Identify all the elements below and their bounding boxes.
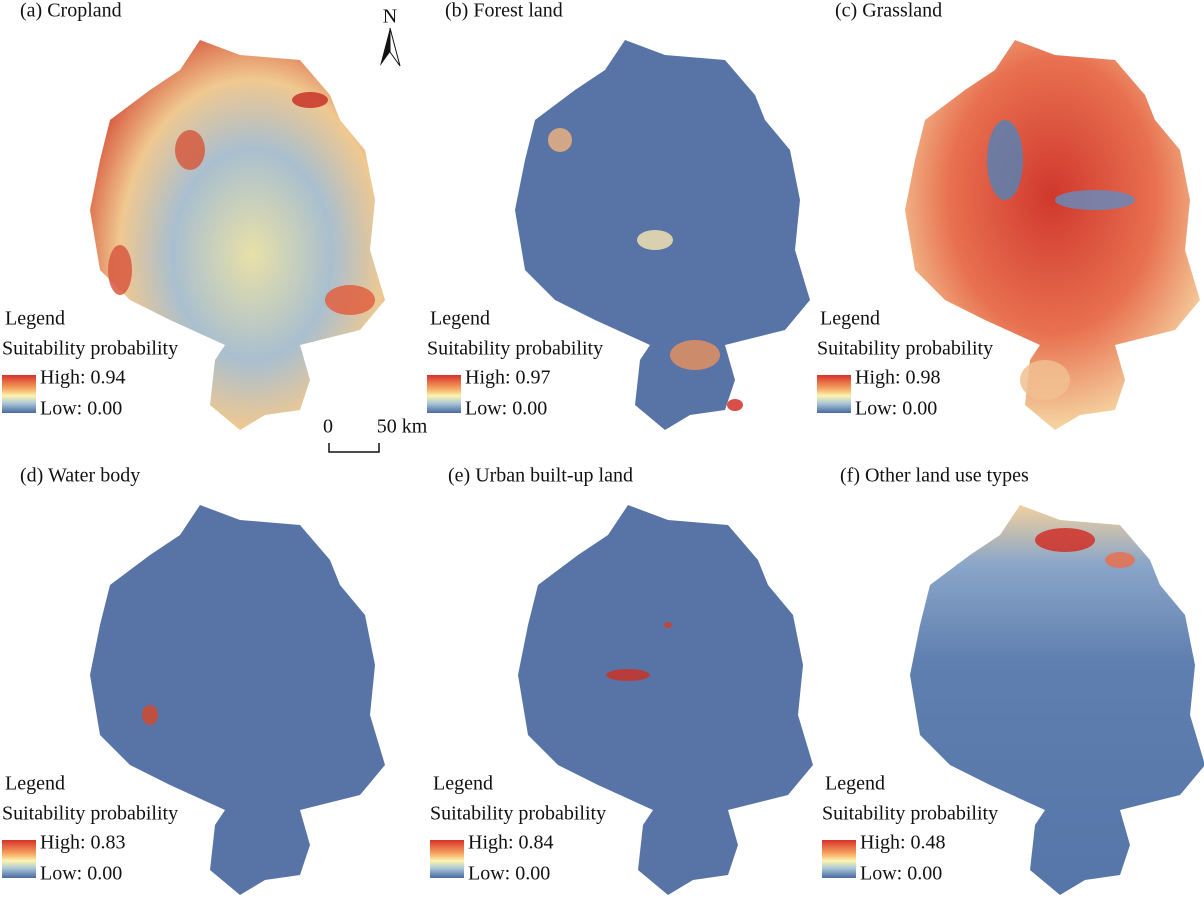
scale-start: 0 — [323, 416, 333, 438]
scale-bar: 0 50 km — [323, 416, 428, 453]
legend-subtitle: Suitability probability — [2, 338, 178, 360]
legend-colorbar — [430, 840, 464, 878]
suitability-hotspot — [1020, 360, 1070, 400]
suitability-hotspot — [606, 669, 650, 681]
panel-title: (f) Other land use types — [840, 465, 1029, 487]
region-map — [90, 40, 385, 430]
panel-title: (a) Cropland — [20, 0, 122, 22]
legend-colorbar — [817, 375, 851, 413]
legend-colorbar — [2, 375, 36, 413]
suitability-hotspot — [637, 230, 673, 250]
panel-title: (c) Grassland — [835, 0, 942, 22]
legend-subtitle: Suitability probability — [817, 338, 993, 360]
legend-colorbar — [822, 840, 856, 878]
region-map — [518, 505, 813, 895]
map-panel: (c) Grassland Legend Suitability probabili… — [817, 0, 1200, 430]
map-panel: (a) Cropland Legend Suitability probabilit… — [2, 0, 385, 430]
suitability-hotspot — [1035, 528, 1095, 552]
region-map — [910, 505, 1204, 895]
legend-high: High: 0.97 — [465, 367, 551, 389]
legend-subtitle: Suitability probability — [430, 803, 606, 825]
legend-title: Legend — [825, 773, 885, 795]
legend-high: High: 0.98 — [855, 367, 941, 389]
legend-title: Legend — [820, 308, 880, 330]
legend-low: Low: 0.00 — [855, 398, 937, 420]
suitability-hotspot — [142, 705, 158, 725]
north-label: N — [383, 6, 397, 28]
legend-title: Legend — [5, 308, 65, 330]
legend-title: Legend — [433, 773, 493, 795]
suitability-hotspot — [670, 340, 720, 370]
north-arrow-right — [389, 27, 401, 67]
suitability-hotspot — [987, 120, 1023, 200]
suitability-hotspot — [175, 130, 205, 170]
legend-high: High: 0.48 — [860, 832, 946, 854]
map-panel: (b) Forest land Legend Suitability probabi… — [427, 0, 810, 430]
legend-low: Low: 0.00 — [468, 863, 550, 885]
legend-high: High: 0.84 — [468, 832, 554, 854]
suitability-hotspot — [664, 622, 672, 628]
legend-subtitle: Suitability probability — [822, 803, 998, 825]
suitability-hotspot — [292, 92, 328, 108]
suitability-hotspot — [1105, 552, 1135, 568]
scale-end: 50 km — [377, 416, 428, 438]
suitability-hotspot — [548, 128, 572, 152]
suitability-hotspot — [1055, 190, 1135, 210]
legend-low: Low: 0.00 — [40, 398, 122, 420]
legend-title: Legend — [5, 773, 65, 795]
legend-low: Low: 0.00 — [860, 863, 942, 885]
panel-title: (e) Urban built-up land — [448, 465, 633, 487]
legend-subtitle: Suitability probability — [2, 803, 178, 825]
map-panel: (e) Urban built-up land Legend Suitability… — [430, 465, 813, 895]
legend-high: High: 0.83 — [40, 832, 126, 854]
north-arrow: N — [380, 6, 401, 67]
legend-subtitle: Suitability probability — [427, 338, 603, 360]
legend-high: High: 0.94 — [40, 367, 126, 389]
legend-title: Legend — [430, 308, 490, 330]
panel-title: (d) Water body — [20, 465, 140, 487]
suitability-hotspot — [108, 245, 132, 295]
region-map — [90, 505, 385, 895]
scale-line — [328, 443, 380, 453]
north-arrow-left — [380, 28, 390, 66]
legend-low: Low: 0.00 — [465, 398, 547, 420]
map-panel: (d) Water body Legend Suitability probabil… — [2, 465, 385, 895]
panel-title: (b) Forest land — [445, 0, 563, 22]
legend-colorbar — [2, 840, 36, 878]
map-panel: (f) Other land use types Legend Suitabilit… — [822, 465, 1204, 895]
legend-colorbar — [427, 375, 461, 413]
suitability-hotspot — [727, 399, 743, 411]
legend-low: Low: 0.00 — [40, 863, 122, 885]
suitability-hotspot — [325, 285, 375, 315]
